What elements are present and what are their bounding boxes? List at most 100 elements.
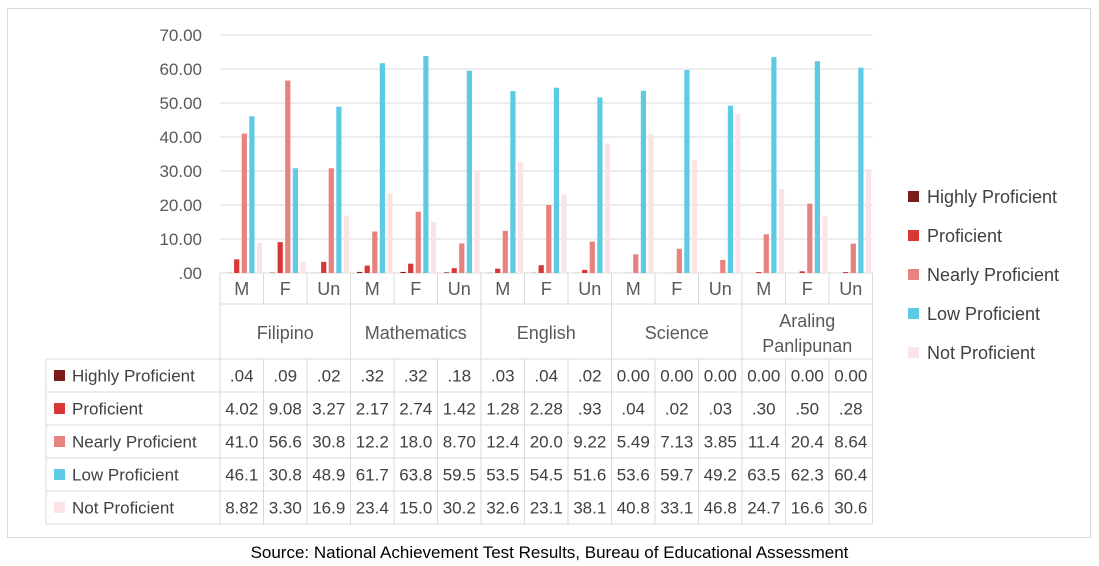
table-cell: 0.00: [704, 367, 737, 386]
table-cell: 53.5: [486, 466, 519, 485]
bar: [466, 70, 472, 273]
table-legend-key: [54, 502, 65, 513]
x-category-label: Mathematics: [365, 323, 467, 343]
table-cell: 30.2: [443, 499, 476, 518]
table-cell: 12.2: [356, 433, 389, 452]
table-cell: 62.3: [791, 466, 824, 485]
table-cell: 24.7: [747, 499, 780, 518]
table-cell: 18.0: [399, 433, 432, 452]
bar: [495, 268, 501, 273]
table-cell: .04: [534, 367, 558, 386]
legend-swatch: [908, 269, 919, 280]
table-cell: .03: [491, 367, 515, 386]
table-cell: .02: [665, 400, 689, 419]
table-cell: .02: [317, 367, 341, 386]
table-cell: 8.64: [834, 433, 867, 452]
table-cell: .03: [708, 400, 732, 419]
x-subcategory-label: F: [671, 279, 682, 299]
bar: [684, 70, 690, 273]
table-cell: 1.28: [486, 400, 519, 419]
y-tick-label: 40.00: [159, 128, 202, 147]
bar: [510, 91, 516, 273]
table-cell: 33.1: [660, 499, 693, 518]
bar: [814, 61, 820, 274]
x-subcategory-label: F: [280, 279, 291, 299]
bar: [408, 263, 414, 273]
y-tick-label: 60.00: [159, 60, 202, 79]
y-axis-ticks: .00 10.00 20.00 30.00 40.00 50.00 60.00 70.00: [159, 26, 202, 283]
x-category-label: Panlipunan: [762, 336, 852, 356]
x-subcategory-label: F: [410, 279, 421, 299]
table-cell: 3.30: [269, 499, 302, 518]
bar: [822, 216, 828, 273]
table-cell: 63.8: [399, 466, 432, 485]
table-cell: 0.00: [791, 367, 824, 386]
bar: [735, 113, 741, 273]
bar: [277, 242, 283, 273]
table-cell: 0.00: [617, 367, 650, 386]
x-subcategory-label: Un: [317, 279, 340, 299]
table-cell: .02: [578, 367, 602, 386]
bar: [343, 215, 350, 273]
bar: [459, 243, 465, 273]
chart-frame: .00 10.00 20.00 30.00 40.00 50.00 60.00 70.00 M…: [7, 8, 1091, 538]
legend-swatch: [908, 230, 919, 241]
table-cell: 2.28: [530, 400, 563, 419]
bar: [379, 63, 385, 273]
table-cell: 11.4: [748, 433, 780, 452]
bar: [444, 272, 450, 273]
bar: [538, 265, 544, 273]
legend-swatch: [908, 191, 919, 202]
table-cell: .50: [795, 400, 819, 419]
x-subcategory-label: Un: [448, 279, 471, 299]
bar: [850, 243, 856, 273]
source-note: Source: National Achievement Test Result…: [250, 543, 849, 562]
x-category-label: Araling: [779, 311, 835, 331]
table-cell: 59.5: [443, 466, 476, 485]
table-row-label: Not Proficient: [72, 499, 174, 518]
table-cell: 9.22: [573, 433, 606, 452]
legend-label: Not Proficient: [927, 343, 1035, 363]
table-cell: 30.8: [269, 466, 302, 485]
bar: [300, 261, 306, 273]
bar: [763, 234, 769, 273]
bar: [502, 230, 508, 273]
table-row-label: Proficient: [72, 400, 143, 419]
legend-label: Low Proficient: [927, 304, 1040, 324]
bar: [292, 168, 298, 273]
x-category-label: English: [517, 323, 576, 343]
table-legend-key: [54, 436, 65, 447]
x-subcategory-label: M: [234, 279, 249, 299]
bar: [517, 162, 524, 273]
data-table: M F Un M F Un M F Un M F Un M F Un Filipino Mathematics E…: [45, 273, 873, 525]
x-subcategory-label: M: [495, 279, 510, 299]
table-legend-key: [54, 469, 65, 480]
bar: [756, 271, 762, 273]
table-cell: 61.7: [356, 466, 389, 485]
table-cell: 16.9: [312, 499, 345, 518]
table-cell: .93: [578, 400, 602, 419]
table-cell: 3.27: [312, 400, 345, 419]
x-subcategory-label: Un: [709, 279, 732, 299]
table-cell: 0.00: [834, 367, 867, 386]
bar: [720, 259, 726, 273]
table-cell: 0.00: [747, 367, 780, 386]
x-subcategory-label: M: [365, 279, 380, 299]
bar: [336, 106, 342, 274]
bar: [553, 87, 559, 273]
bar: [676, 248, 682, 273]
bar: [400, 271, 406, 273]
table-cell: 30.8: [312, 433, 345, 452]
table-cell: 41.0: [225, 433, 258, 452]
bar: [807, 203, 813, 273]
legend-swatch: [908, 308, 919, 319]
table-cell: 5.49: [617, 433, 650, 452]
bar: [727, 105, 733, 273]
table-cell: .32: [404, 367, 428, 386]
table-cell: 53.6: [617, 466, 650, 485]
bar: [633, 254, 639, 273]
bar: [865, 168, 872, 273]
table-cell: 12.4: [486, 433, 519, 452]
bar: [423, 56, 429, 273]
table-row-label: Low Proficient: [72, 466, 179, 485]
